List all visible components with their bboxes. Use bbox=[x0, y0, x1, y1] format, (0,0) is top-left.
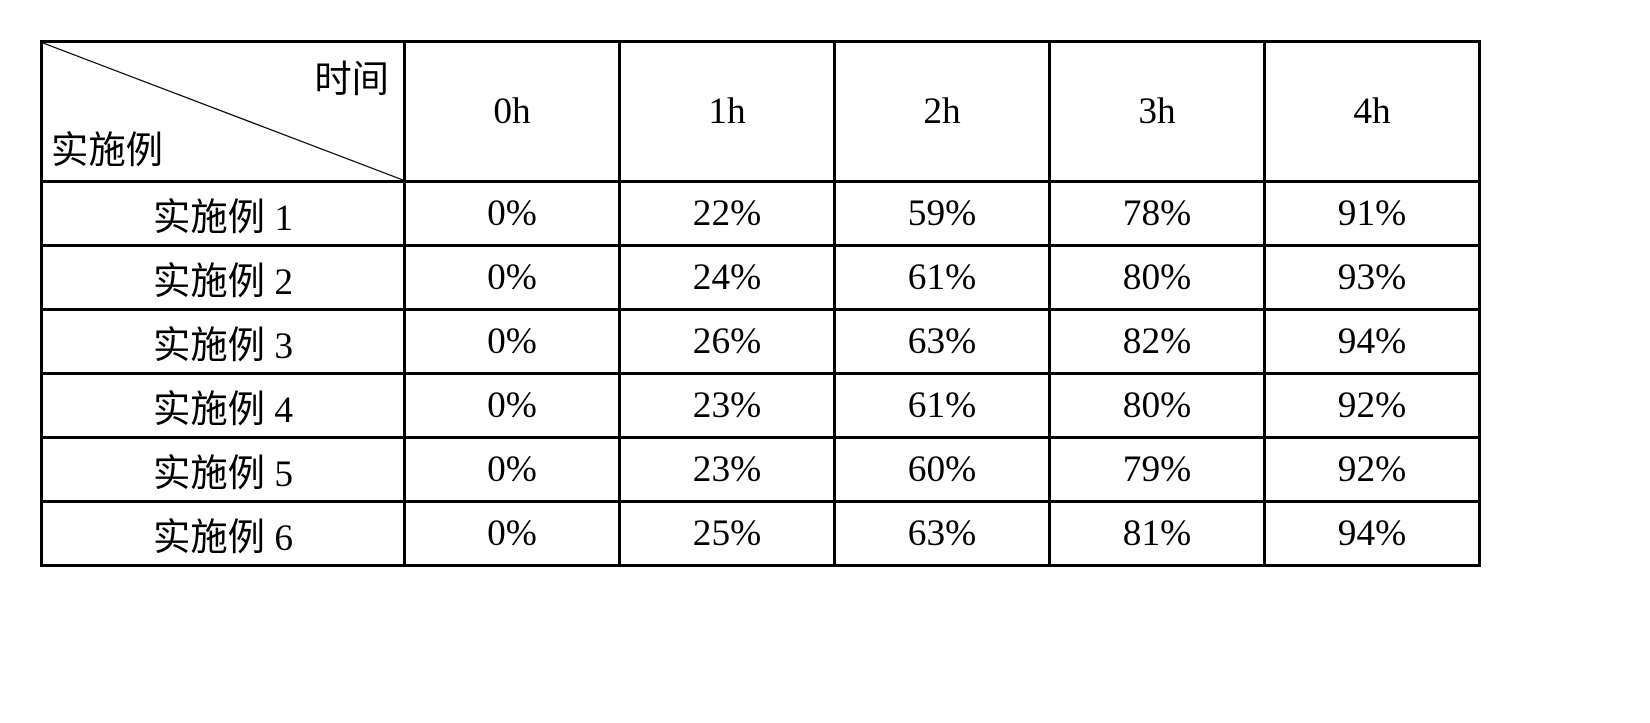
table-body: 实施例 1 0% 22% 59% 78% 91% 实施例 2 0% 24% 61… bbox=[42, 182, 1480, 566]
cell: 91% bbox=[1265, 182, 1480, 246]
cell: 81% bbox=[1050, 502, 1265, 566]
cell: 0% bbox=[405, 310, 620, 374]
col-header: 0h bbox=[405, 42, 620, 182]
row-label: 实施例 1 bbox=[42, 182, 405, 246]
header-top-label: 时间 bbox=[314, 49, 389, 103]
row-label: 实施例 3 bbox=[42, 310, 405, 374]
table-row: 实施例 6 0% 25% 63% 81% 94% bbox=[42, 502, 1480, 566]
cell: 59% bbox=[835, 182, 1050, 246]
row-label: 实施例 6 bbox=[42, 502, 405, 566]
cell: 25% bbox=[620, 502, 835, 566]
table-row: 实施例 3 0% 26% 63% 82% 94% bbox=[42, 310, 1480, 374]
table-row: 实施例 1 0% 22% 59% 78% 91% bbox=[42, 182, 1480, 246]
cell: 23% bbox=[620, 374, 835, 438]
cell: 23% bbox=[620, 438, 835, 502]
cell: 63% bbox=[835, 502, 1050, 566]
cell: 0% bbox=[405, 502, 620, 566]
cell: 94% bbox=[1265, 502, 1480, 566]
data-table-container: 时间 实施例 0h 1h 2h 3h 4h 实施例 1 0% 22% 59% 7… bbox=[40, 40, 1481, 567]
cell: 61% bbox=[835, 246, 1050, 310]
header-row: 时间 实施例 0h 1h 2h 3h 4h bbox=[42, 42, 1480, 182]
cell: 82% bbox=[1050, 310, 1265, 374]
cell: 0% bbox=[405, 182, 620, 246]
table-row: 实施例 4 0% 23% 61% 80% 92% bbox=[42, 374, 1480, 438]
cell: 24% bbox=[620, 246, 835, 310]
cell: 92% bbox=[1265, 374, 1480, 438]
cell: 22% bbox=[620, 182, 835, 246]
col-header: 1h bbox=[620, 42, 835, 182]
cell: 63% bbox=[835, 310, 1050, 374]
table-row: 实施例 5 0% 23% 60% 79% 92% bbox=[42, 438, 1480, 502]
cell: 26% bbox=[620, 310, 835, 374]
cell: 78% bbox=[1050, 182, 1265, 246]
cell: 0% bbox=[405, 246, 620, 310]
row-label: 实施例 2 bbox=[42, 246, 405, 310]
col-header: 2h bbox=[835, 42, 1050, 182]
header-left-label: 实施例 bbox=[51, 120, 163, 174]
cell: 60% bbox=[835, 438, 1050, 502]
diagonal-header-cell: 时间 实施例 bbox=[42, 42, 405, 182]
cell: 61% bbox=[835, 374, 1050, 438]
cell: 92% bbox=[1265, 438, 1480, 502]
col-header: 4h bbox=[1265, 42, 1480, 182]
row-label: 实施例 5 bbox=[42, 438, 405, 502]
cell: 80% bbox=[1050, 246, 1265, 310]
cell: 0% bbox=[405, 374, 620, 438]
cell: 93% bbox=[1265, 246, 1480, 310]
table-row: 实施例 2 0% 24% 61% 80% 93% bbox=[42, 246, 1480, 310]
cell: 80% bbox=[1050, 374, 1265, 438]
row-label: 实施例 4 bbox=[42, 374, 405, 438]
cell: 94% bbox=[1265, 310, 1480, 374]
cell: 79% bbox=[1050, 438, 1265, 502]
col-header: 3h bbox=[1050, 42, 1265, 182]
data-table: 时间 实施例 0h 1h 2h 3h 4h 实施例 1 0% 22% 59% 7… bbox=[40, 40, 1481, 567]
cell: 0% bbox=[405, 438, 620, 502]
